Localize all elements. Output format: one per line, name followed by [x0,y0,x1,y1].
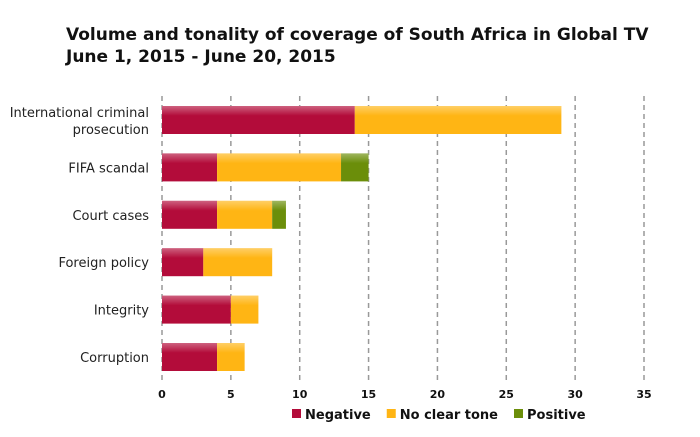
legend-swatch [292,409,301,418]
bar-highlight [341,153,369,182]
legend-label: Negative [305,408,371,423]
bar-highlight [162,295,231,324]
bar-highlight [162,248,204,277]
category-label: Court cases [72,209,149,224]
bar-highlight [217,200,273,229]
bar-highlight [354,106,562,134]
legend-label: No clear tone [400,408,498,423]
bar-highlight [162,153,218,182]
x-tick-label: 20 [430,388,446,401]
bar-highlight [162,106,355,134]
category-label: International criminal prosecution [10,106,149,138]
category-label: Foreign policy [58,256,149,271]
category-label: FIFA scandal [68,161,149,176]
x-tick-label: 0 [158,388,166,401]
x-tick-label: 30 [567,388,583,401]
bar-highlight [230,295,259,324]
x-tick-label: 15 [361,388,376,401]
subtitle-line: June 1, 2015 - June 20, 2015 [66,47,336,67]
legend-swatch [386,409,396,418]
bar-highlight [162,200,218,229]
category-label: Integrity [94,304,149,319]
bar-highlight [272,200,286,229]
legend-swatch [514,409,523,418]
bar-highlight [217,153,342,182]
bar-highlight [203,248,273,277]
bar-highlight [217,343,245,371]
x-tick-label: 25 [499,388,514,401]
title-line: Volume and tonality of coverage of South… [66,25,649,45]
chart-title: Volume and tonality of coverage of South… [66,24,649,68]
bar-highlight [162,343,218,371]
x-tick-label: 5 [227,388,235,401]
category-label: Corruption [80,351,149,366]
x-tick-label: 35 [636,388,651,401]
x-tick-label: 10 [292,388,308,401]
legend-label: Positive [527,408,586,423]
